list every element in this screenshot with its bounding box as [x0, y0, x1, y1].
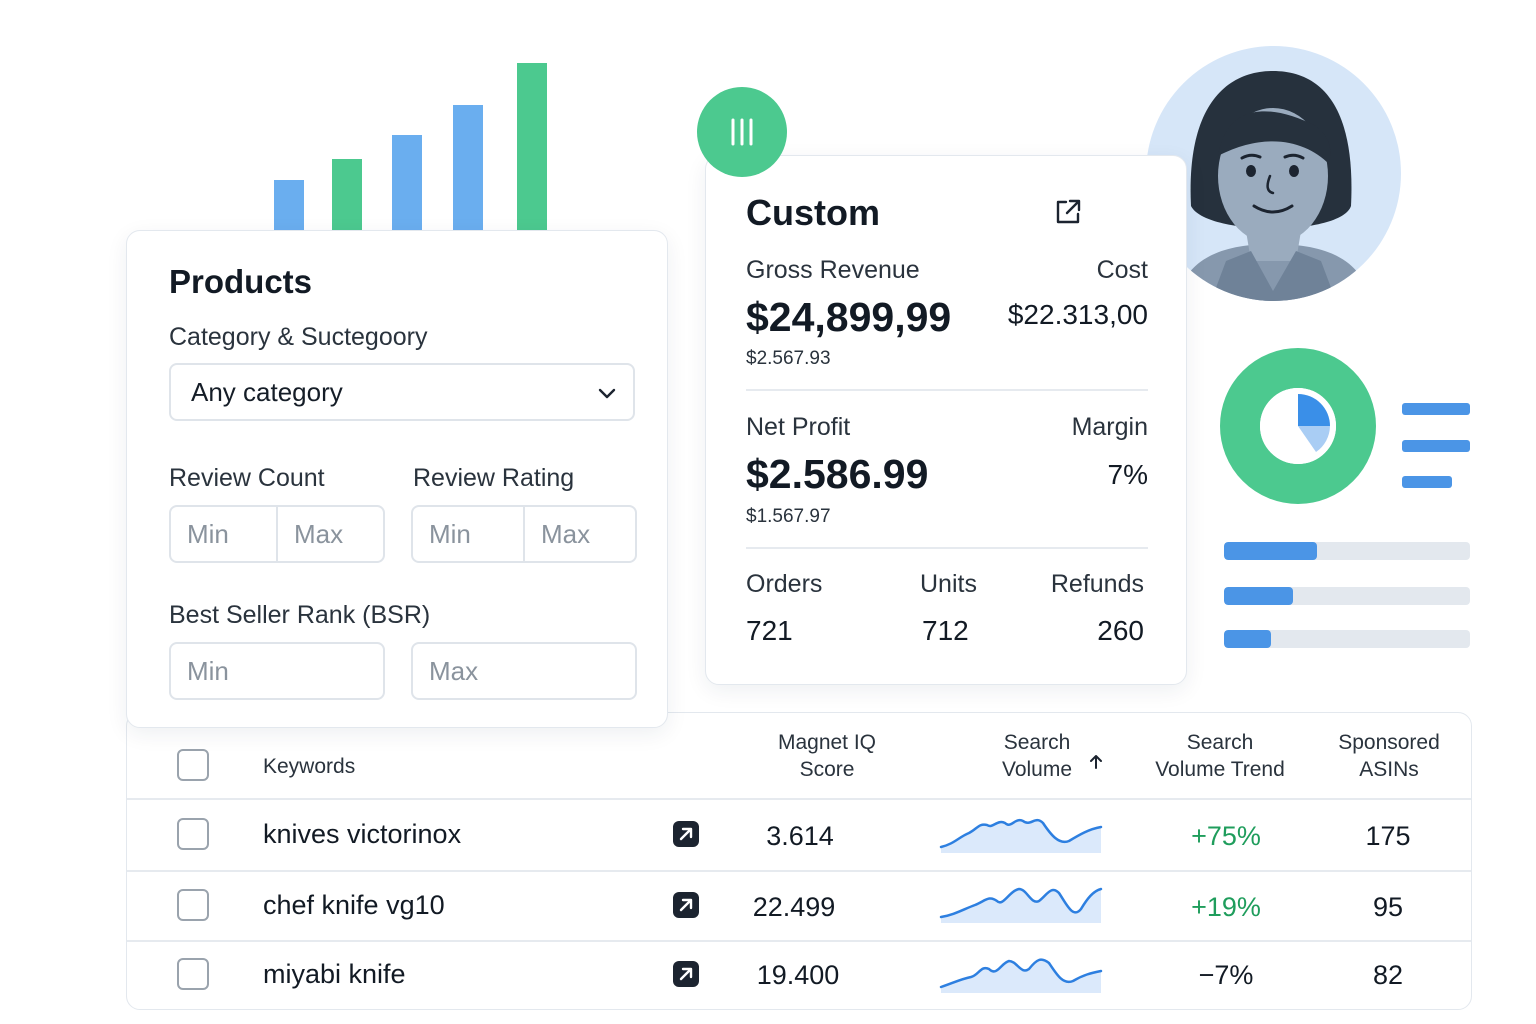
deco-bar-5 — [517, 63, 547, 230]
bsr-max-input[interactable]: Max — [411, 642, 637, 700]
legend-line — [1402, 403, 1470, 415]
row-checkbox[interactable] — [177, 958, 209, 990]
header-magnet-iq-score[interactable]: Magnet IQ Score — [747, 729, 907, 783]
deco-bar-4 — [453, 105, 483, 230]
margin-label: Margin — [1071, 413, 1148, 441]
donut-inner-slice — [1298, 394, 1330, 426]
header-trend-line2: Volume Trend — [1155, 758, 1285, 781]
refunds-value: 260 — [1097, 615, 1144, 646]
keywords-table: Keywords Magnet IQ Score Search Volume S… — [126, 712, 1472, 1010]
cost-value: $22.313,00 — [1007, 299, 1148, 330]
review-rating-max-input[interactable]: Max — [523, 507, 635, 561]
sponsored-asins: 175 — [1365, 821, 1411, 851]
search-volume-trend: +19% — [1191, 892, 1261, 922]
header-keywords: Keywords — [263, 755, 356, 778]
keyword-text[interactable]: chef knife vg10 — [263, 890, 445, 920]
legend-line — [1402, 440, 1470, 452]
header-trend-line1: Search — [1186, 731, 1254, 754]
gross-revenue-value: $24,899,99 — [746, 294, 952, 340]
magnet-score: 19.400 — [756, 960, 840, 990]
header-search-volume-trend[interactable]: Search Volume Trend — [1140, 729, 1300, 783]
header-sponsored-line1: Sponsored — [1338, 731, 1440, 754]
units-label: Units — [920, 570, 977, 598]
keyword-text[interactable]: knives victorinox — [263, 819, 462, 849]
donut-chart — [1220, 348, 1376, 504]
refunds-label: Refunds — [1050, 570, 1144, 598]
review-count-range: Min Max — [169, 505, 385, 563]
row-divider — [127, 940, 1471, 942]
card-divider — [746, 389, 1148, 391]
net-profit-value: $2.586.99 — [746, 451, 929, 497]
category-select-value: Any category — [191, 377, 343, 407]
category-label: Category & Suctegoory — [169, 323, 428, 351]
search-volume-trend: −7% — [1198, 960, 1254, 990]
header-magnet-line1: Magnet IQ — [777, 731, 877, 754]
search-volume-trend: +75% — [1191, 821, 1261, 851]
sponsored-asins: 95 — [1372, 892, 1404, 922]
cost-label: Cost — [1096, 256, 1148, 284]
progress-bar — [1224, 542, 1470, 560]
review-rating-min-input[interactable]: Min — [429, 519, 471, 549]
gross-revenue-label: Gross Revenue — [746, 256, 920, 284]
open-keyword-icon[interactable] — [673, 892, 699, 918]
header-volume-line1: Search — [1003, 731, 1071, 754]
row-divider — [127, 870, 1471, 872]
search-volume-sparkline — [939, 887, 1103, 923]
search-volume-sparkline — [939, 818, 1103, 853]
sort-arrow-up-icon[interactable] — [1087, 753, 1105, 771]
sponsored-asins: 82 — [1372, 960, 1404, 990]
card-divider — [746, 547, 1148, 549]
columns-menu-button[interactable] — [697, 87, 787, 177]
review-count-max-input[interactable]: Max — [276, 507, 383, 561]
products-filter-panel: Products Category & Suctegoory Any categ… — [126, 230, 668, 728]
bsr-label: Best Seller Rank (BSR) — [169, 601, 431, 629]
row-checkbox[interactable] — [177, 889, 209, 921]
open-keyword-icon[interactable] — [673, 821, 699, 847]
decorative-bar-chart — [274, 63, 547, 230]
search-volume-sparkline — [939, 958, 1103, 993]
header-volume-line2: Volume — [1001, 758, 1073, 781]
row-checkbox[interactable] — [177, 818, 209, 850]
select-all-checkbox[interactable] — [177, 749, 209, 781]
net-profit-sub: $1.567.97 — [746, 506, 831, 527]
external-link-icon[interactable] — [1052, 196, 1084, 228]
review-count-min-input[interactable]: Min — [187, 519, 229, 549]
orders-label: Orders — [746, 570, 823, 598]
columns-icon — [731, 118, 753, 146]
review-rating-range: Min Max — [411, 505, 637, 563]
magnet-score: 3.614 — [766, 821, 834, 851]
magnet-score: 22.499 — [752, 892, 836, 922]
deco-bar-1 — [274, 180, 304, 230]
progress-bar — [1224, 587, 1470, 605]
custom-metrics-card: Custom Gross Revenue Cost $24,899,99 $22… — [705, 155, 1187, 685]
header-magnet-line2: Score — [799, 758, 855, 781]
keyword-text[interactable]: miyabi knife — [263, 959, 406, 989]
review-count-label: Review Count — [169, 464, 325, 492]
gross-revenue-sub: $2.567.93 — [746, 348, 831, 369]
margin-value: 7% — [1107, 459, 1148, 490]
header-sponsored-line2: ASINs — [1359, 758, 1419, 781]
net-profit-label: Net Profit — [746, 413, 851, 441]
custom-title: Custom — [746, 192, 880, 233]
deco-bar-2 — [332, 159, 362, 230]
progress-fill — [1224, 587, 1293, 605]
avatar — [1146, 46, 1401, 301]
units-value: 712 — [922, 615, 969, 646]
orders-value: 721 — [746, 615, 793, 646]
category-select[interactable]: Any category — [169, 363, 635, 421]
header-search-volume[interactable]: Search Volume — [977, 729, 1097, 783]
legend-line — [1402, 476, 1452, 488]
progress-bar — [1224, 630, 1470, 648]
row-divider — [127, 798, 1471, 800]
review-rating-label: Review Rating — [413, 464, 575, 492]
progress-fill — [1224, 630, 1271, 648]
header-sponsored-asins[interactable]: Sponsored ASINs — [1319, 729, 1459, 783]
bsr-min-input[interactable]: Min — [169, 642, 385, 700]
chevron-down-icon — [598, 388, 616, 399]
progress-fill — [1224, 542, 1318, 560]
open-keyword-icon[interactable] — [673, 961, 699, 987]
products-title: Products — [169, 263, 313, 300]
donut-inner-slice — [1298, 426, 1330, 452]
deco-bar-3 — [392, 135, 422, 230]
